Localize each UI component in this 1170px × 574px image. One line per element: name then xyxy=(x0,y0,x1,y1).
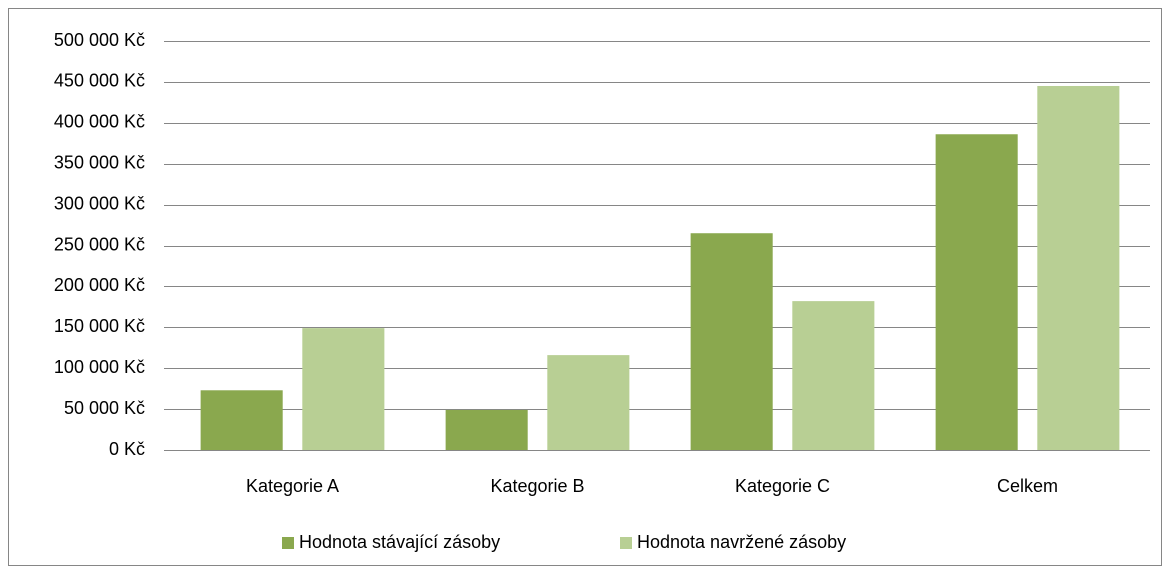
bar xyxy=(1037,85,1120,451)
y-tick-label: 200 000 Kč xyxy=(54,275,145,295)
y-tick-label: 50 000 Kč xyxy=(64,398,145,418)
y-tick-label: 300 000 Kč xyxy=(54,193,145,213)
legend-label: Hodnota navržené zásoby xyxy=(637,532,846,552)
bar xyxy=(200,390,283,450)
y-tick-label: 150 000 Kč xyxy=(54,316,145,336)
y-tick-label: 400 000 Kč xyxy=(54,112,145,132)
x-tick-label: Kategorie A xyxy=(246,476,339,496)
bar xyxy=(547,355,630,450)
x-tick-label: Kategorie B xyxy=(490,476,584,496)
y-tick-label: 250 000 Kč xyxy=(54,234,145,254)
y-tick-label: 350 000 Kč xyxy=(54,152,145,172)
bar xyxy=(935,134,1018,450)
legend-swatch xyxy=(282,537,294,549)
bar xyxy=(302,328,385,450)
y-tick-label: 500 000 Kč xyxy=(54,30,145,50)
x-tick-label: Kategorie C xyxy=(735,476,830,496)
x-tick-label: Celkem xyxy=(997,476,1058,496)
bar xyxy=(690,233,773,450)
y-tick-label: 450 000 Kč xyxy=(54,71,145,91)
y-tick-label: 0 Kč xyxy=(109,439,145,459)
legend-label: Hodnota stávající zásoby xyxy=(299,532,500,552)
y-tick-label: 100 000 Kč xyxy=(54,357,145,377)
legend-swatch xyxy=(620,537,632,549)
bar xyxy=(445,409,528,450)
bar xyxy=(792,301,875,450)
